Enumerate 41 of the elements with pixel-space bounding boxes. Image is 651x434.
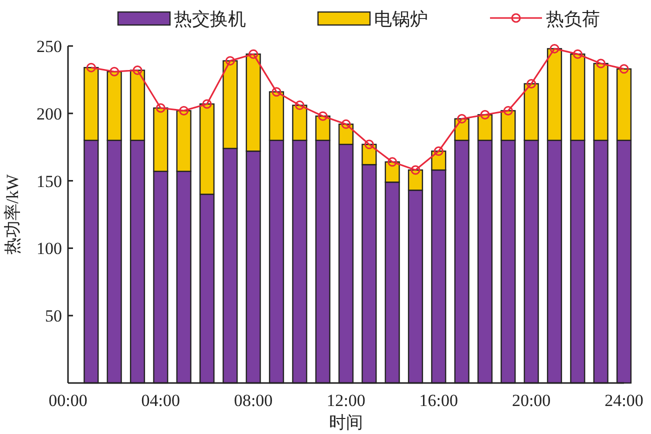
y-tick-label: 200 — [36, 104, 62, 124]
point — [480, 110, 490, 120]
point — [457, 114, 467, 124]
legend-label: 电锅炉 — [374, 9, 428, 29]
point — [156, 103, 166, 113]
x-tick-label: 12:00 — [326, 391, 366, 410]
x-axis-title: 时间 — [329, 413, 363, 432]
point — [179, 106, 189, 116]
point — [410, 165, 420, 175]
point — [550, 44, 560, 54]
point — [86, 62, 96, 72]
point — [619, 64, 629, 74]
x-tick-label: 04:00 — [141, 391, 180, 410]
x-tick-label: 08:00 — [234, 391, 273, 410]
y-tick-label: 150 — [36, 172, 62, 191]
point — [526, 78, 536, 88]
point — [225, 56, 235, 66]
point — [434, 146, 444, 156]
point — [110, 66, 120, 76]
legend-label: 热交换机 — [174, 9, 246, 29]
point — [503, 106, 513, 116]
point — [341, 119, 351, 129]
point — [202, 99, 212, 109]
point — [364, 140, 374, 150]
point — [596, 58, 606, 68]
y-axis-title: 热功率/kW — [3, 173, 22, 255]
point — [248, 49, 258, 59]
point — [294, 100, 304, 110]
point — [272, 87, 282, 97]
legend-label: 热负荷 — [546, 9, 600, 29]
x-tick-label: 24:00 — [604, 391, 644, 410]
point — [572, 49, 582, 59]
point — [318, 111, 328, 121]
x-tick-label: 00:00 — [48, 391, 88, 410]
y-tick-label: 100 — [36, 239, 62, 258]
point — [388, 157, 398, 167]
y-tick-label: 250 — [36, 37, 62, 56]
x-tick-label: 16:00 — [419, 391, 458, 410]
point — [132, 66, 142, 76]
y-tick-label: 50 — [45, 306, 62, 326]
x-tick-label: 20:00 — [512, 391, 551, 410]
